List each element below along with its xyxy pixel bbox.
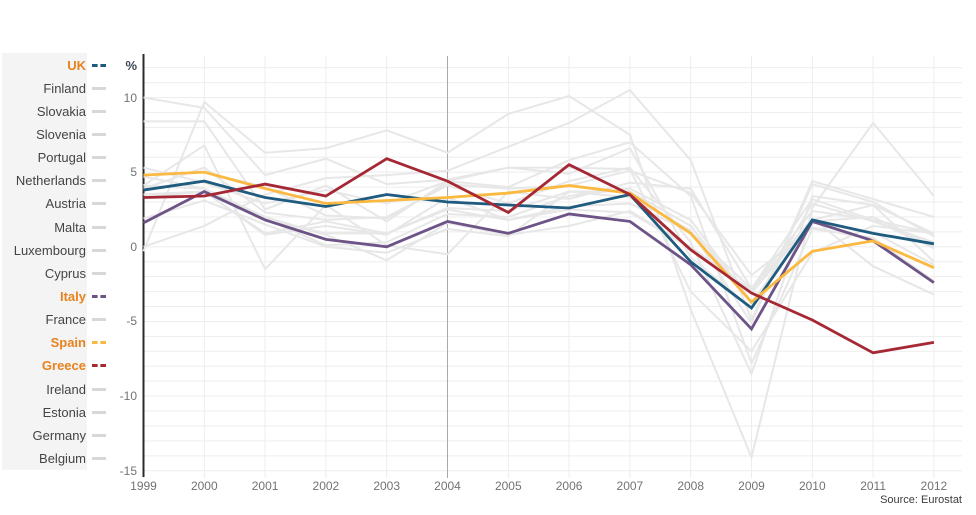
x-tick-label-2008: 2008 <box>677 479 705 493</box>
legend-item-germany[interactable]: Germany <box>2 424 106 447</box>
legend-label: Cyprus <box>44 265 86 281</box>
x-tick-label-2006: 2006 <box>555 479 583 493</box>
x-tick-label-2007: 2007 <box>616 479 644 493</box>
legend-item-ireland[interactable]: Ireland <box>2 378 106 401</box>
x-tick-label-2004: 2004 <box>434 479 461 493</box>
series-line-estonia[interactable] <box>142 94 935 461</box>
legend-line-swatch <box>92 318 106 322</box>
legend-item-luxembourg[interactable]: Luxembourg <box>2 239 106 262</box>
y-tick-label-0: 0 <box>130 239 137 254</box>
legend-line-swatch <box>92 457 106 461</box>
legend-item-slovakia[interactable]: Slovakia <box>2 100 106 123</box>
legend-label: Estonia <box>42 404 86 420</box>
legend-label: Malta <box>54 219 86 235</box>
legend-label: France <box>45 312 86 328</box>
legend-line-swatch <box>92 156 106 160</box>
y-tick-label--15: -15 <box>119 463 137 478</box>
legend-line-swatch <box>92 179 106 183</box>
legend-line-swatch <box>92 341 106 345</box>
legend-line-swatch <box>92 225 106 229</box>
legend-line-swatch <box>92 132 106 136</box>
legend-item-estonia[interactable]: Estonia <box>2 401 106 424</box>
legend-label: Netherlands <box>15 173 86 189</box>
x-tick-label-1999: 1999 <box>130 479 157 493</box>
legend-label: Greece <box>41 358 86 374</box>
x-tick-label-2011: 2011 <box>860 479 886 493</box>
legend-item-uk[interactable]: UK <box>2 54 106 77</box>
legend-label: Germany <box>32 427 86 443</box>
series-line-finland[interactable] <box>143 166 935 377</box>
series-line-belgium[interactable] <box>143 190 935 291</box>
x-tick-label-2005: 2005 <box>494 479 522 493</box>
x-tick-label-2003: 2003 <box>373 479 401 493</box>
legend-item-slovenia[interactable]: Slovenia <box>2 123 106 146</box>
legend-label: Slovenia <box>36 126 86 142</box>
legend-label: Finland <box>43 80 86 96</box>
series-line-portugal[interactable] <box>143 184 935 296</box>
x-tick-label-2001: 2001 <box>251 479 279 493</box>
legend-item-netherlands[interactable]: Netherlands <box>2 169 106 192</box>
legend-label: Slovakia <box>36 103 86 119</box>
series-line-italy[interactable] <box>142 189 935 332</box>
series-line-malta[interactable] <box>142 143 935 291</box>
legend-line-swatch <box>92 202 106 206</box>
legend-label: Portugal <box>37 150 86 166</box>
legend-line-swatch <box>92 271 106 275</box>
series-line-slovenia[interactable] <box>143 141 935 366</box>
y-tick-label-10: 10 <box>123 90 137 105</box>
series-line-austria[interactable] <box>143 190 935 306</box>
source-label: Source: Eurostat <box>880 494 962 506</box>
legend-line-swatch <box>92 387 106 391</box>
series-line-greece[interactable] <box>143 157 935 355</box>
y-tick-label--10: -10 <box>119 389 137 404</box>
legend-line-swatch <box>92 86 106 90</box>
legend-label: Luxembourg <box>13 242 86 258</box>
legend-item-cyprus[interactable]: Cyprus <box>2 262 106 285</box>
legend-item-belgium[interactable]: Belgium <box>2 447 106 470</box>
series-line-ireland[interactable] <box>143 96 935 353</box>
legend-item-spain[interactable]: Spain <box>2 331 106 354</box>
legend-label: UK <box>67 57 86 73</box>
legend-line-swatch <box>92 433 106 437</box>
legend-line-swatch <box>92 248 106 252</box>
legend-line-swatch <box>92 410 106 414</box>
legend-label: Ireland <box>46 381 86 397</box>
legend-line-swatch <box>92 109 106 113</box>
legend-label: Italy <box>59 289 86 304</box>
x-tick-label-2012: 2012 <box>920 479 948 493</box>
legend-line-swatch <box>92 63 106 67</box>
y-tick-label--5: -5 <box>126 314 137 329</box>
legend-line-swatch <box>92 295 106 298</box>
legend-item-portugal[interactable]: Portugal <box>2 146 106 169</box>
legend-label: Austria <box>45 196 86 212</box>
legend-item-finland[interactable]: Finland <box>2 77 106 100</box>
legend-item-france[interactable]: France <box>2 308 106 331</box>
x-tick-label-2010: 2010 <box>798 479 826 493</box>
legend-item-greece[interactable]: Greece <box>2 354 106 377</box>
y-axis-unit-label: % <box>125 58 137 73</box>
x-tick-label-2000: 2000 <box>190 479 218 493</box>
series-line-luxembourg[interactable] <box>143 120 935 310</box>
legend-panel-background <box>2 53 87 470</box>
y-tick-label-5: 5 <box>130 165 137 180</box>
legend-label: Spain <box>50 335 86 351</box>
series-line-uk[interactable] <box>143 179 935 311</box>
legend-item-austria[interactable]: Austria <box>2 192 106 215</box>
legend-item-italy[interactable]: Italy <box>2 285 106 308</box>
x-tick-label-2009: 2009 <box>738 479 765 493</box>
x-tick-label-2002: 2002 <box>312 479 340 493</box>
legend-item-malta[interactable]: Malta <box>2 216 106 239</box>
legend-label: Belgium <box>39 451 86 467</box>
legend-line-swatch <box>92 364 106 368</box>
